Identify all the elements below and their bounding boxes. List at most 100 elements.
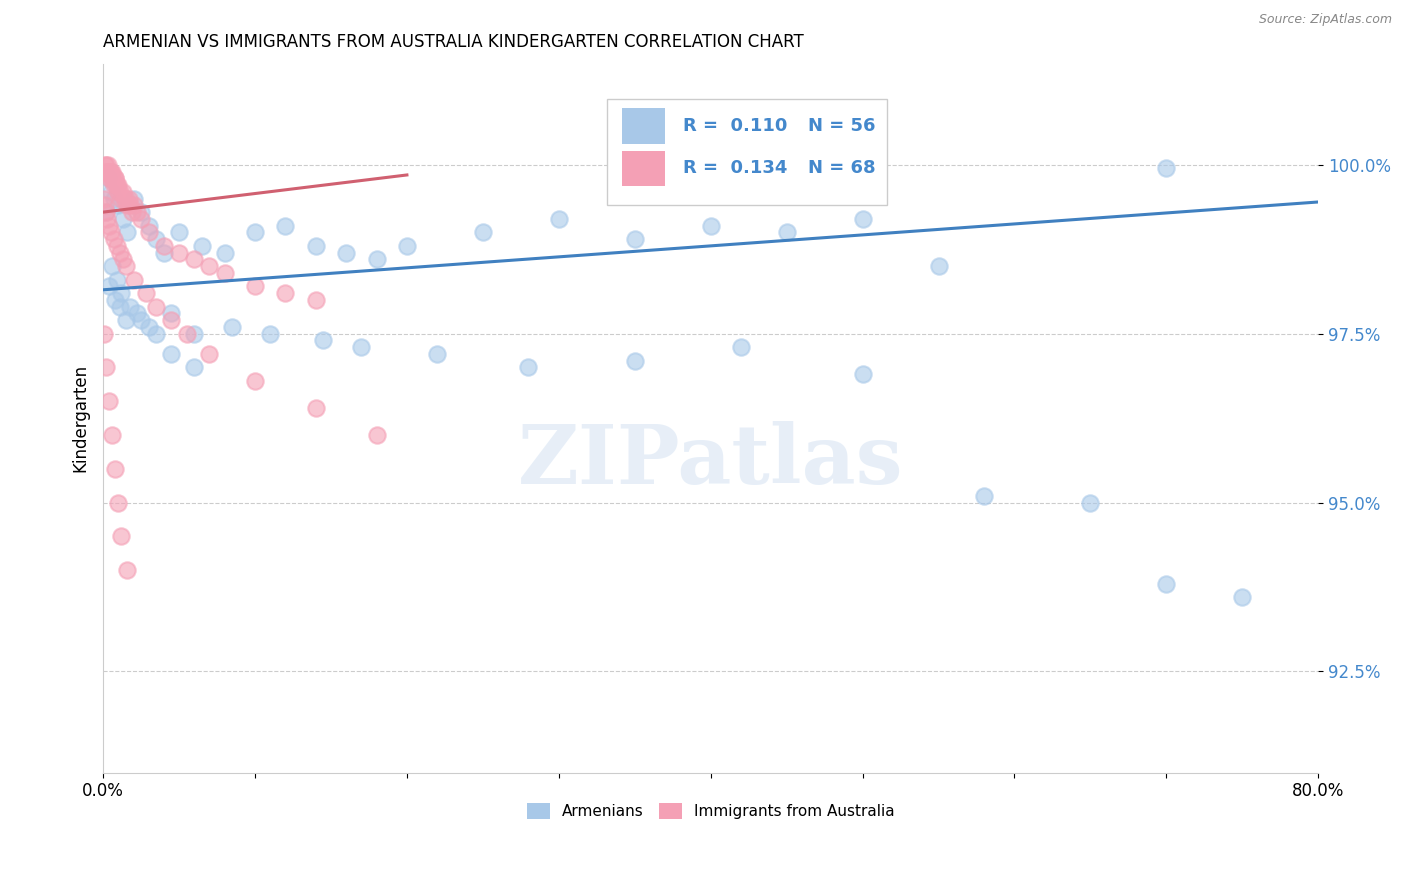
Point	[221, 320, 243, 334]
Legend: Armenians, Immigrants from Australia: Armenians, Immigrants from Australia	[520, 797, 901, 825]
Point	[623, 232, 645, 246]
Point	[135, 286, 157, 301]
Point	[517, 360, 540, 375]
Point	[103, 192, 125, 206]
Point	[94, 198, 117, 212]
Point	[93, 326, 115, 341]
Point	[115, 313, 138, 327]
Point	[1080, 495, 1102, 509]
Point	[852, 211, 875, 226]
Point	[96, 360, 118, 375]
Point	[100, 164, 122, 178]
Point	[110, 286, 132, 301]
Point	[117, 563, 139, 577]
Point	[775, 226, 797, 240]
Point	[274, 286, 297, 301]
Point	[103, 232, 125, 246]
Point	[243, 226, 266, 240]
Point	[112, 192, 135, 206]
Point	[108, 245, 131, 260]
Point	[117, 226, 139, 240]
Point	[107, 198, 129, 212]
Point	[98, 164, 121, 178]
Point	[101, 171, 124, 186]
Point	[305, 293, 328, 307]
Point	[104, 293, 127, 307]
Point	[96, 164, 118, 178]
Point	[105, 273, 128, 287]
Point	[101, 428, 124, 442]
Point	[122, 273, 145, 287]
Point	[101, 164, 124, 178]
Point	[104, 462, 127, 476]
Point	[97, 219, 120, 233]
Point	[198, 347, 221, 361]
Point	[973, 489, 995, 503]
Text: ZIPatlas: ZIPatlas	[517, 421, 904, 500]
Point	[138, 320, 160, 334]
Point	[547, 211, 569, 226]
Point	[103, 171, 125, 186]
Point	[366, 252, 388, 267]
Point	[100, 171, 122, 186]
Point	[167, 245, 190, 260]
Point	[366, 428, 388, 442]
Point	[96, 205, 118, 219]
Point	[191, 239, 214, 253]
Point	[1156, 161, 1178, 176]
Point	[111, 252, 134, 267]
Text: N = 56: N = 56	[808, 117, 876, 135]
Point	[93, 192, 115, 206]
Point	[108, 185, 131, 199]
Point	[122, 198, 145, 212]
Point	[145, 232, 167, 246]
Point	[214, 266, 236, 280]
FancyBboxPatch shape	[607, 99, 887, 205]
FancyBboxPatch shape	[621, 151, 665, 186]
Point	[160, 313, 183, 327]
Point	[100, 185, 122, 199]
Point	[97, 158, 120, 172]
Point	[103, 178, 125, 192]
Point	[183, 326, 205, 341]
Point	[183, 252, 205, 267]
Point	[129, 313, 152, 327]
Point	[129, 205, 152, 219]
Point	[105, 239, 128, 253]
Point	[395, 239, 418, 253]
Point	[160, 347, 183, 361]
Point	[110, 529, 132, 543]
Point	[699, 219, 721, 233]
Point	[107, 495, 129, 509]
Point	[335, 245, 357, 260]
Point	[145, 300, 167, 314]
Point	[730, 340, 752, 354]
Point	[115, 259, 138, 273]
Point	[120, 198, 142, 212]
Point	[1232, 590, 1254, 604]
Point	[305, 401, 328, 415]
Point	[145, 326, 167, 341]
Point	[98, 279, 121, 293]
Point	[153, 245, 176, 260]
Point	[118, 192, 141, 206]
Point	[928, 259, 950, 273]
Point	[138, 219, 160, 233]
Point	[100, 226, 122, 240]
Point	[176, 326, 198, 341]
Point	[471, 226, 494, 240]
Point	[243, 374, 266, 388]
Text: R =  0.134: R = 0.134	[683, 160, 787, 178]
Point	[125, 205, 148, 219]
Point	[96, 158, 118, 172]
Point	[153, 239, 176, 253]
Y-axis label: Kindergarten: Kindergarten	[72, 364, 89, 472]
Point	[120, 300, 142, 314]
Point	[198, 259, 221, 273]
Point	[426, 347, 449, 361]
Text: N = 68: N = 68	[808, 160, 876, 178]
Point	[274, 219, 297, 233]
Point	[122, 192, 145, 206]
Point	[97, 164, 120, 178]
Point	[138, 226, 160, 240]
